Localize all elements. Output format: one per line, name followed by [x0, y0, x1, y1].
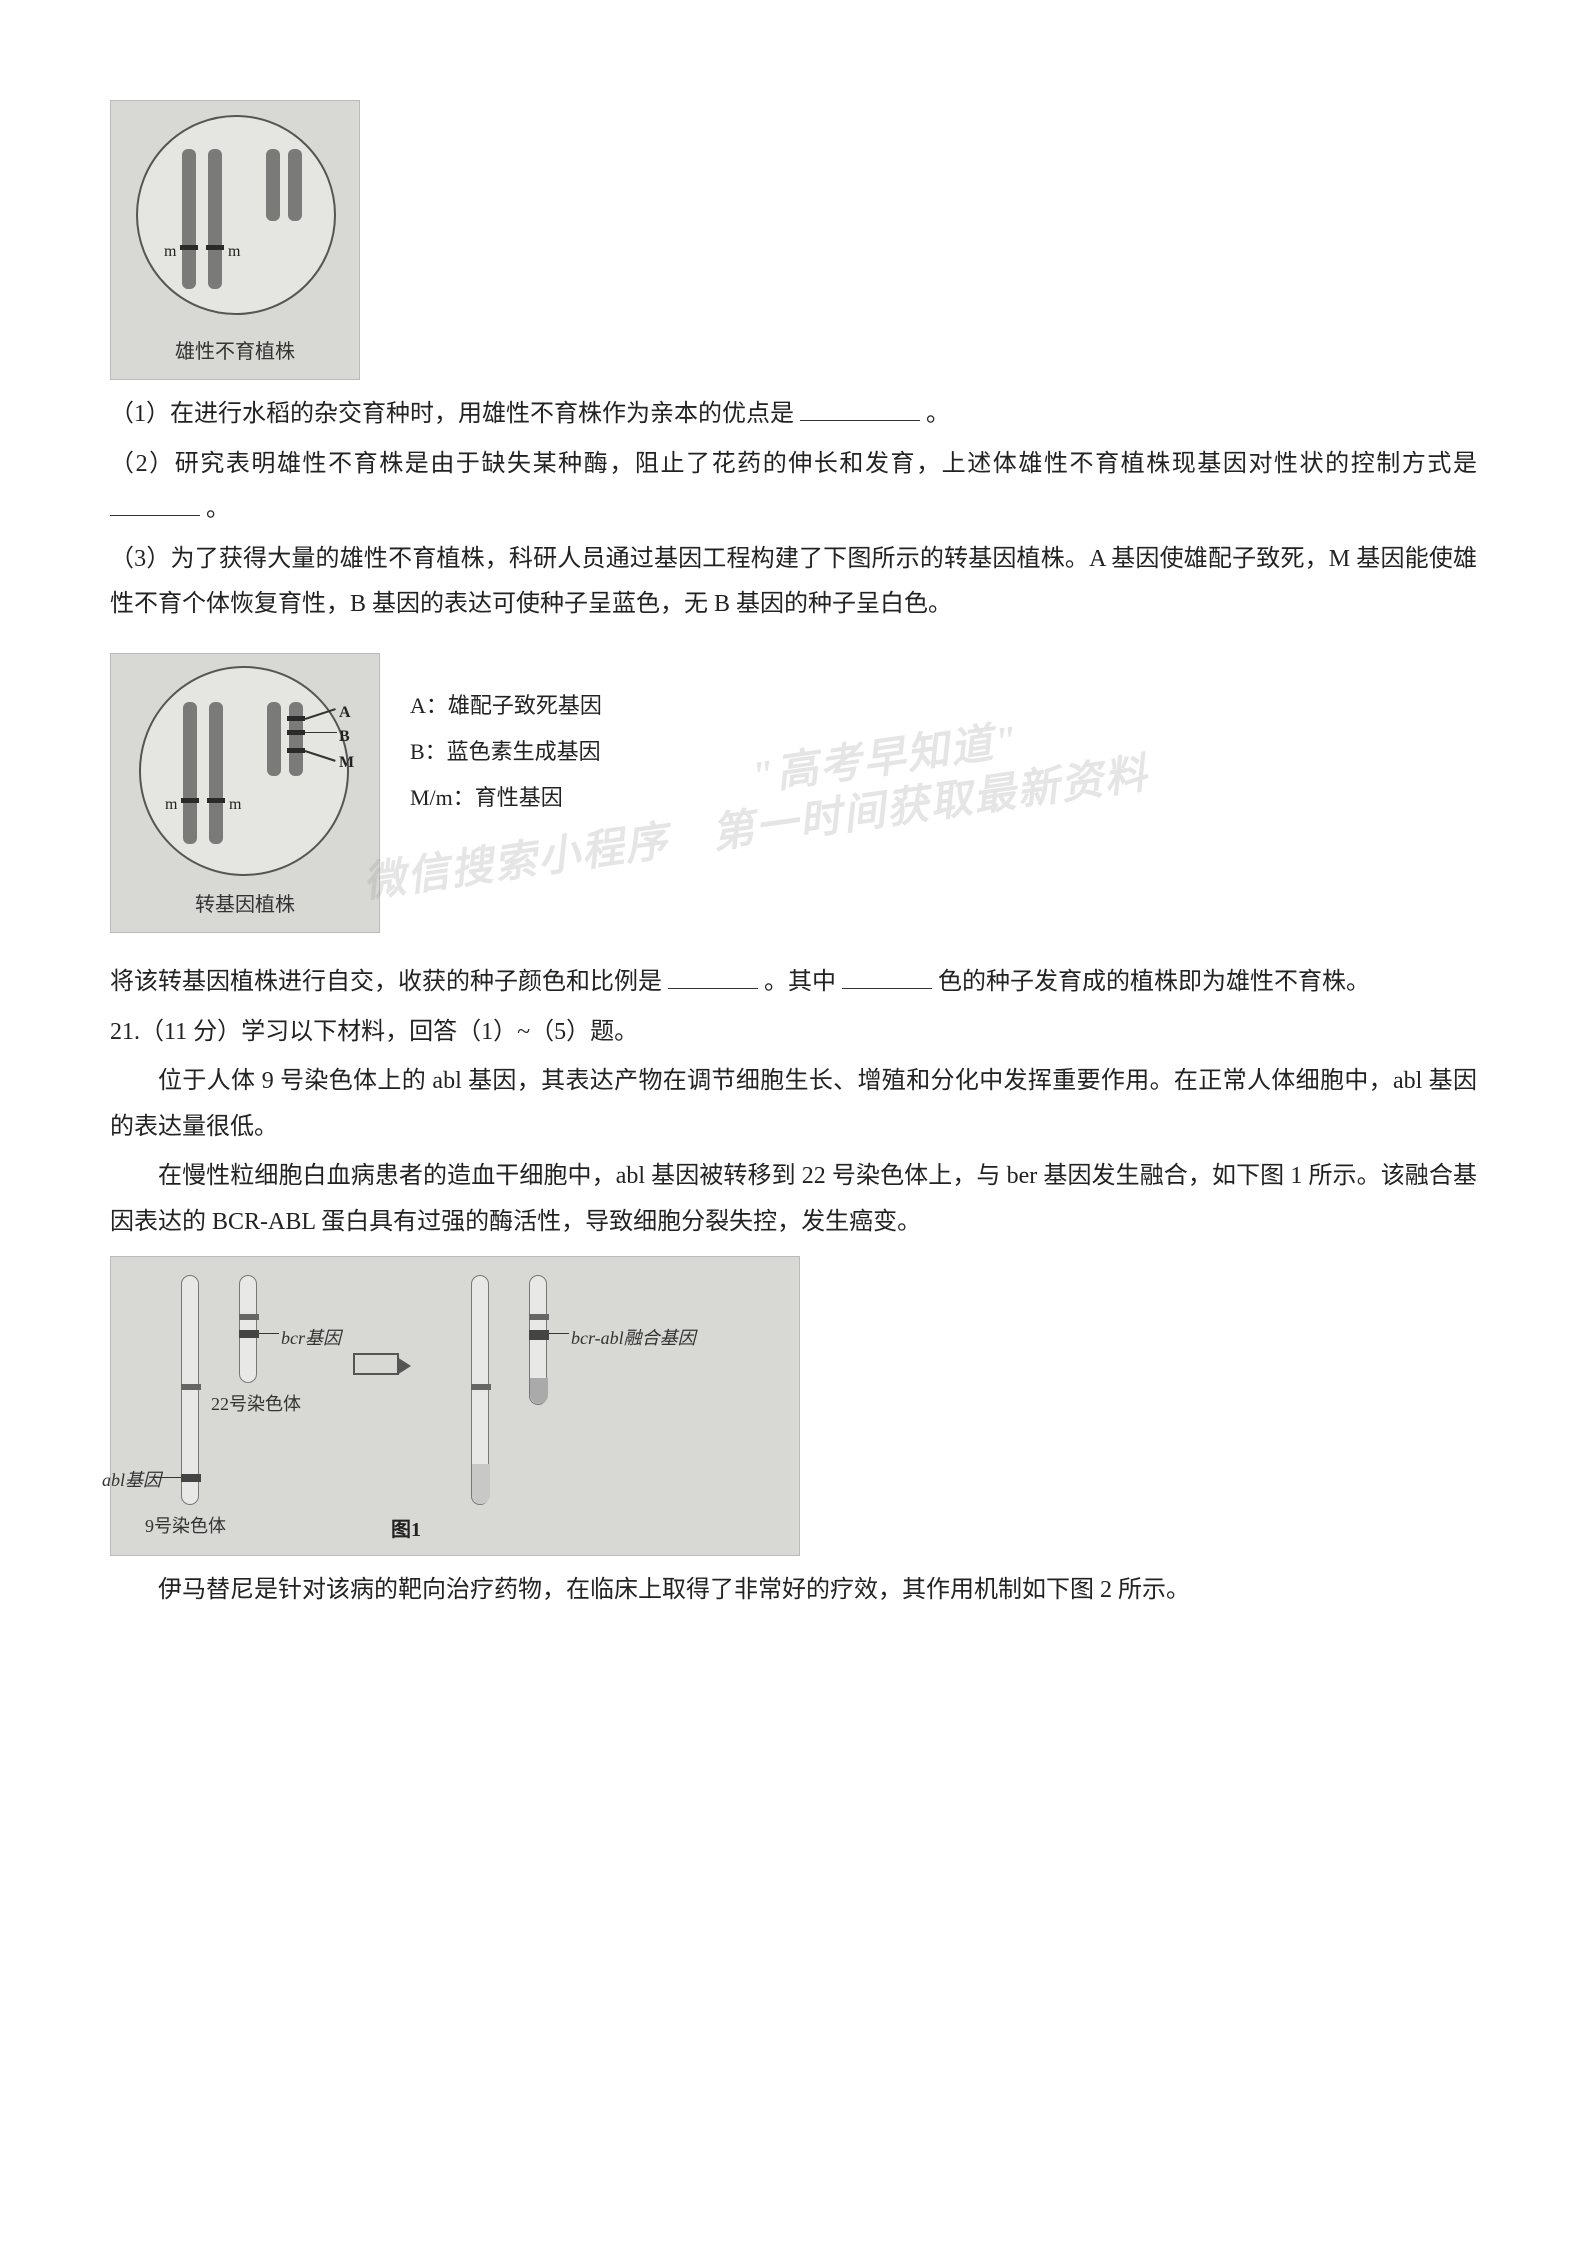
q3f-c: 色的种子发育成的植株即为雄性不育株。 [938, 969, 1370, 995]
blank [668, 963, 758, 989]
chromosome [182, 149, 196, 289]
chromosome-9-after [471, 1275, 489, 1505]
blank [842, 963, 932, 989]
label-bcr: bcr基因 [281, 1321, 341, 1355]
cell-circle: m m [136, 115, 336, 315]
gene-band-b [287, 730, 305, 735]
chromosome-short [267, 702, 281, 776]
q3f-b: 。其中 [764, 969, 836, 995]
question-3: （3）为了获得大量的雄性不育植株，科研人员通过基因工程构建了下图所示的转基因植株… [110, 537, 1477, 628]
centromere [529, 1314, 549, 1320]
chromosome-short [289, 702, 303, 776]
legend-b: B：蓝色素生成基因 [410, 729, 602, 775]
question-21-head: 21.（11 分）学习以下材料，回答（1）~（5）题。 [110, 1010, 1477, 1056]
legend-m: M/m：育性基因 [410, 775, 602, 821]
q1-end: 。 [926, 401, 950, 427]
leader-line [305, 750, 336, 761]
question-1: （1）在进行水稻的杂交育种时，用雄性不育株作为亲本的优点是 。 [110, 392, 1477, 438]
blank [110, 490, 200, 516]
leader-line [259, 1333, 279, 1335]
chromosome-22 [239, 1275, 257, 1383]
q2-text: （2）研究表明雄性不育株是由于缺失某种酶，阻止了花药的伸长和发育，上述体雄性不育… [110, 451, 1477, 477]
blank [800, 395, 920, 421]
question-2: （2）研究表明雄性不育株是由于缺失某种酶，阻止了花药的伸长和发育，上述体雄性不育… [110, 442, 1477, 533]
chromosome [209, 702, 223, 844]
translocated-segment [472, 1464, 490, 1504]
m-label-left: m [165, 790, 177, 820]
figure-3-chromosome-fusion: bcr基因 22号染色体 abl基因 9号染色体 bcr-abl融合基因 图1 [110, 1256, 800, 1556]
translocated-segment [530, 1378, 548, 1404]
leader-line [305, 732, 337, 734]
fusion-band [529, 1330, 549, 1340]
question-21-p1: 位于人体 9 号染色体上的 abl 基因，其表达产物在调节细胞生长、增殖和分化中… [110, 1059, 1477, 1150]
gene-band-a [287, 716, 305, 721]
q1-text: （1）在进行水稻的杂交育种时，用雄性不育株作为亲本的优点是 [110, 401, 794, 427]
chromosome [208, 149, 222, 289]
figure-2-transgenic-plant: m m A B M 转基因植株 [110, 653, 380, 933]
gene-band [181, 798, 199, 803]
label-22: 22号染色体 [211, 1387, 301, 1421]
gene-band [180, 245, 198, 250]
chromosome-9 [181, 1275, 199, 1505]
label-fusion: bcr-abl融合基因 [571, 1321, 696, 1355]
question-3-follow: 将该转基因植株进行自交，收获的种子颜色和比例是 。其中 色的种子发育成的植株即为… [110, 960, 1477, 1006]
label-m: M [339, 748, 354, 778]
cell-circle: m m A B M [139, 666, 349, 876]
gene-band [207, 798, 225, 803]
m-label-right: m [229, 790, 241, 820]
centromere [181, 1384, 201, 1390]
question-21-p2: 在慢性粒细胞白血病患者的造血干细胞中，abl 基因被转移到 22 号染色体上，与… [110, 1154, 1477, 1245]
figure-1-sterile-plant: m m 雄性不育植株 [110, 100, 360, 380]
leader-line [305, 708, 336, 719]
m-label-left: m [164, 237, 176, 267]
q2-end: 。 [206, 496, 230, 522]
leader-line [549, 1333, 569, 1335]
legend-a: A：雄配子致死基因 [410, 683, 602, 729]
m-label-right: m [228, 237, 240, 267]
chromosome [183, 702, 197, 844]
chromosome-22-after [529, 1275, 547, 1405]
figure-3-caption: 图1 [391, 1511, 421, 1549]
centromere [471, 1384, 491, 1390]
label-9: 9号染色体 [145, 1509, 226, 1543]
centromere [239, 1314, 259, 1320]
question-21-p3: 伊马替尼是针对该病的靶向治疗药物，在临床上取得了非常好的疗效，其作用机制如下图 … [110, 1568, 1477, 1614]
chromosome-short [288, 149, 302, 221]
gene-band-m [287, 748, 305, 753]
abl-band [181, 1474, 201, 1482]
q3f-a: 将该转基因植株进行自交，收获的种子颜色和比例是 [110, 969, 662, 995]
figure-2-caption: 转基因植株 [111, 886, 379, 924]
chromosome-short [266, 149, 280, 221]
figure-1-caption: 雄性不育植株 [111, 333, 359, 371]
q3-text: （3）为了获得大量的雄性不育植株，科研人员通过基因工程构建了下图所示的转基因植株… [110, 546, 1477, 618]
figure-2-wrap: m m A B M 转基因植株 A：雄配子致死基因 B：蓝色素生成基因 M/m：… [110, 643, 1477, 945]
figure-2-legend: A：雄配子致死基因 B：蓝色素生成基因 M/m：育性基因 [410, 643, 602, 822]
gene-band [206, 245, 224, 250]
arrow-icon [353, 1353, 399, 1375]
bcr-band [239, 1330, 259, 1338]
label-abl: abl基因 [91, 1463, 161, 1497]
